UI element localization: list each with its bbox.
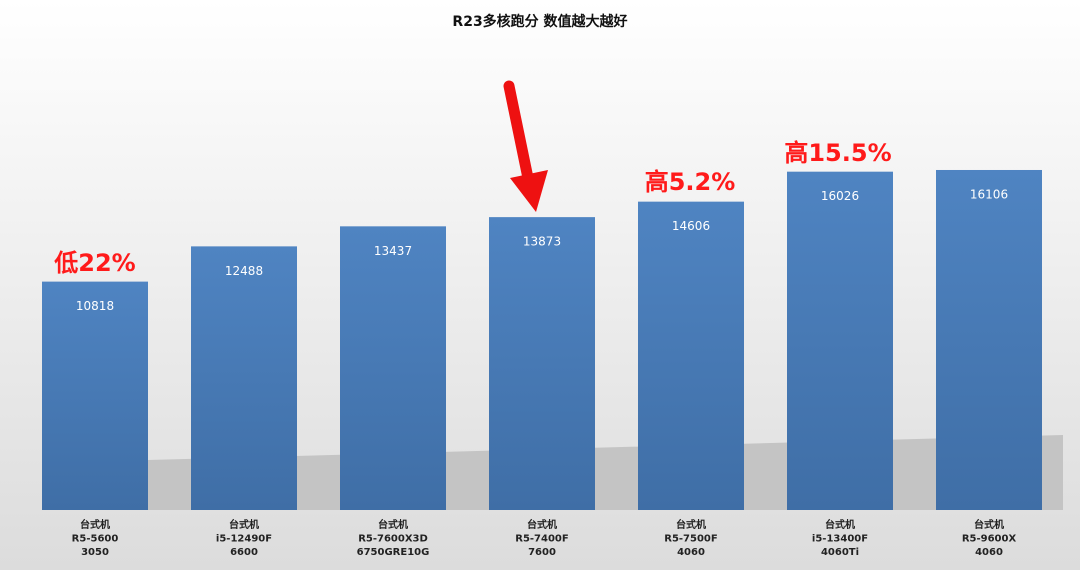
chart-title: R23多核跑分 数值越大越好 [452,13,627,30]
bar [936,169,1042,511]
x-tick-label: 4060Ti [821,547,859,558]
x-tick-label: 台式机 [527,518,557,531]
x-tick-label: 台式机 [974,518,1004,531]
value-label: 12488 [225,264,263,278]
bar [638,201,744,510]
x-tick-label: R5-7400F [515,534,568,545]
bar [787,171,893,510]
x-tick-label: R5-7600X3D [358,534,428,545]
annotation: 高5.2% [645,168,736,196]
value-label: 16026 [821,189,859,203]
x-tick-label: 台式机 [825,518,855,531]
annotation: 高15.5% [784,139,891,167]
value-label: 13873 [523,235,561,249]
x-tick-label: R5-7500F [664,534,717,545]
x-tick-label: R5-5600 [72,534,119,545]
x-tick-label: 3050 [81,547,109,558]
value-label: 13437 [374,244,412,258]
x-tick-label: i5-12490F [216,534,272,545]
value-label: 14606 [672,219,710,233]
value-label: 10818 [76,299,114,313]
x-tick-label: 4060 [975,547,1003,558]
x-tick-label: 台式机 [378,518,408,531]
x-tick-label: R5-9600X [962,534,1017,545]
bar [489,217,595,510]
bar [42,281,148,510]
value-label: 16106 [970,187,1008,201]
x-tick-label: 4060 [677,547,705,558]
bar [340,226,446,510]
arrow [503,80,548,212]
x-tick-label: i5-13400F [812,534,868,545]
x-tick-label: 7600 [528,547,556,558]
x-tick-label: 6750GRE10G [357,547,430,558]
annotation: 低22% [53,249,135,277]
x-tick-label: 台式机 [80,518,110,531]
x-tick-label: 台式机 [676,518,706,531]
x-tick-label: 6600 [230,547,258,558]
bar [191,246,297,510]
x-tick-label: 台式机 [229,518,259,531]
